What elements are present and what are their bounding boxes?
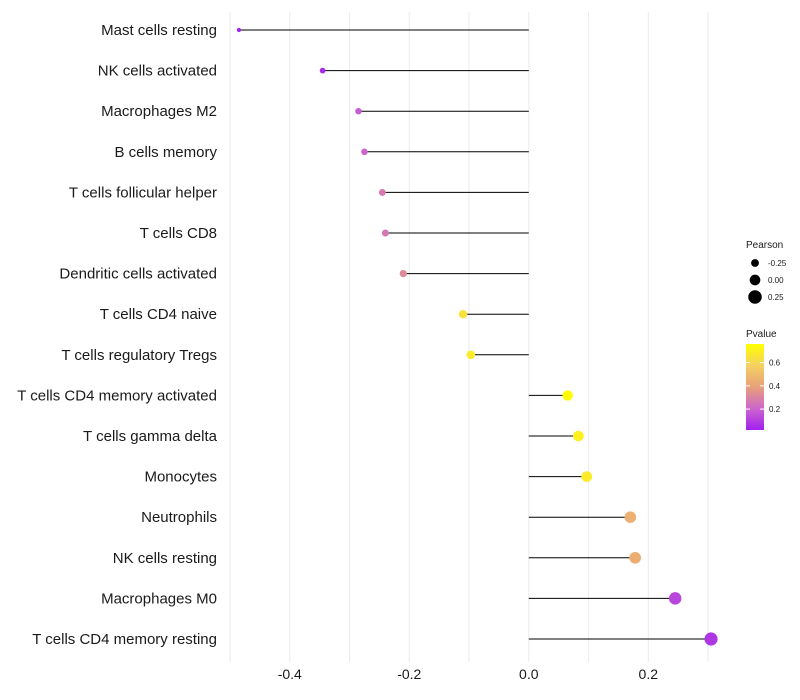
- category-label: T cells CD4 naive: [100, 306, 217, 323]
- color-legend: Pvalue 0.2 0.4 0.6: [746, 329, 781, 430]
- category-label: T cells CD8: [140, 225, 217, 242]
- category-label: NK cells resting: [113, 550, 217, 567]
- size-legend: Pearson -0.25 0.00 0.25: [746, 240, 787, 304]
- category-label: T cells CD4 memory resting: [32, 631, 217, 648]
- data-point: [381, 229, 389, 237]
- data-point: [704, 632, 718, 646]
- color-legend-title: Pvalue: [746, 329, 777, 340]
- category-label: T cells gamma delta: [83, 428, 218, 445]
- data-point: [355, 107, 362, 115]
- color-legend-label: 0.6: [769, 359, 781, 368]
- grid-lines: [229, 12, 709, 662]
- size-legend-label: 0.25: [768, 293, 784, 302]
- data-point: [466, 350, 476, 360]
- data-point: [319, 67, 326, 74]
- color-legend-label: 0.4: [769, 382, 781, 391]
- colorbar: [746, 344, 764, 430]
- data-point: [562, 390, 573, 401]
- size-legend-key: [751, 259, 759, 267]
- data-point: [624, 511, 637, 524]
- x-tick-label: 0.2: [639, 666, 659, 682]
- category-label: T cells CD4 memory activated: [17, 387, 217, 404]
- data-point: [581, 471, 593, 482]
- x-tick-labels: -0.4 -0.2 0.0 0.2: [278, 666, 659, 682]
- data-point: [668, 592, 682, 605]
- size-legend-label: -0.25: [768, 259, 787, 268]
- category-label: T cells regulatory Tregs: [61, 347, 217, 364]
- data-point: [573, 430, 584, 442]
- size-legend-title: Pearson: [746, 240, 783, 251]
- data-point: [361, 148, 368, 156]
- x-tick-label: -0.4: [278, 666, 302, 682]
- data-point: [399, 269, 407, 278]
- category-label: T cells follicular helper: [69, 184, 217, 201]
- data-point: [378, 188, 386, 196]
- category-labels: Mast cells resting NK cells activated Macr…: [17, 22, 217, 648]
- data-point: [629, 551, 641, 564]
- data-point: [458, 309, 468, 319]
- size-legend-key: [749, 274, 761, 286]
- category-label: Mast cells resting: [101, 22, 217, 39]
- category-label: Neutrophils: [141, 509, 217, 526]
- stems: [238, 29, 712, 640]
- category-label: Macrophages M2: [101, 103, 217, 120]
- size-legend-key: [748, 290, 762, 304]
- category-label: Dendritic cells activated: [59, 266, 217, 283]
- color-legend-label: 0.2: [769, 405, 781, 414]
- size-legend-label: 0.00: [768, 276, 784, 285]
- category-label: B cells memory: [114, 144, 217, 161]
- category-label: Macrophages M0: [101, 590, 217, 607]
- points: [236, 27, 718, 646]
- data-point: [236, 27, 242, 33]
- category-label: NK cells activated: [98, 63, 217, 80]
- category-label: Monocytes: [144, 469, 217, 486]
- x-tick-label: 0.0: [519, 666, 539, 682]
- x-tick-label: -0.2: [397, 666, 421, 682]
